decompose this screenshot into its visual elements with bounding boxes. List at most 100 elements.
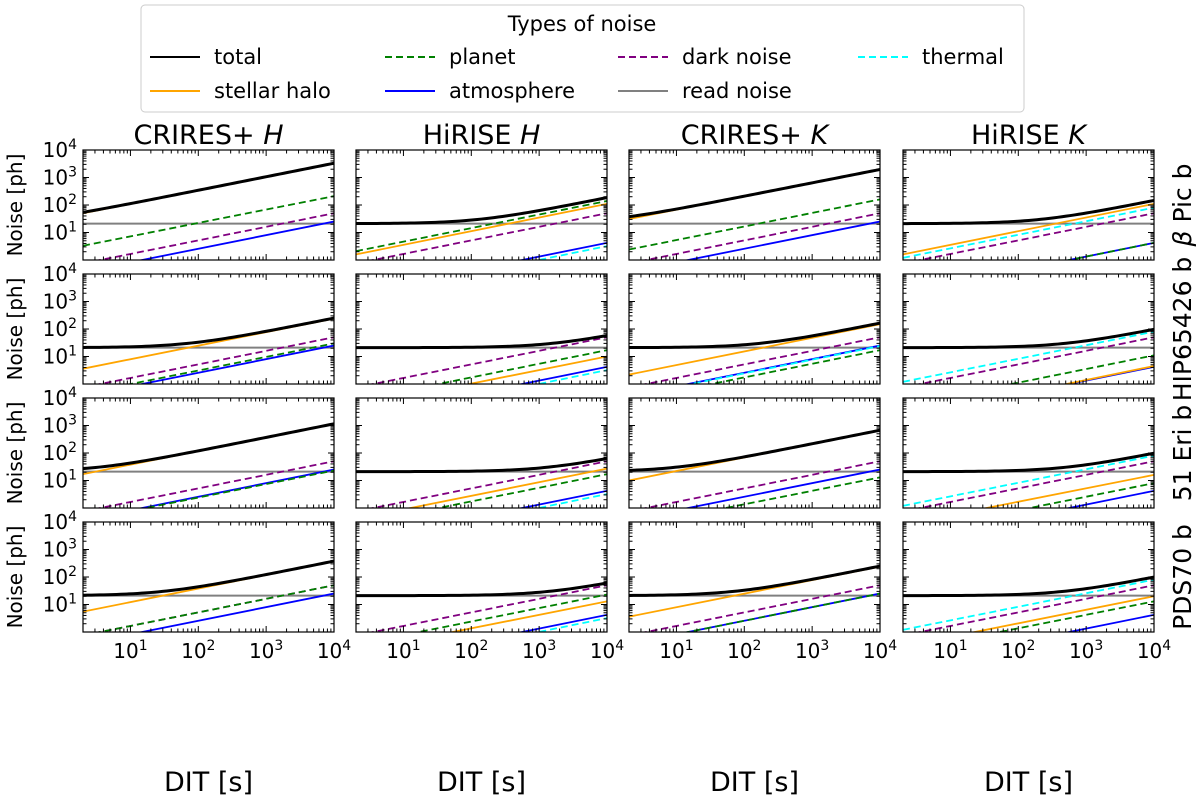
series-planet (356, 200, 607, 253)
series-planet (629, 198, 880, 251)
tick-base: 10 (43, 166, 68, 190)
row-title-label: Pic b (1168, 164, 1197, 231)
series-atmosphere (517, 365, 607, 384)
panel-r2-c4 (902, 273, 1155, 385)
panel-series (903, 327, 1154, 384)
y-tick-label: 104 (43, 137, 77, 162)
panel-background (356, 274, 607, 384)
tick-base: 10 (43, 317, 68, 341)
tick-base: 10 (249, 639, 274, 663)
x-axis-label: DIT [s] (437, 767, 526, 798)
series-dark (641, 212, 880, 260)
legend-label-thermal: thermal (922, 45, 1004, 69)
x-tick-label: 104 (1137, 638, 1171, 663)
tick-exponent: 3 (820, 638, 829, 654)
tick-exponent: 1 (139, 638, 148, 654)
series-atmosphere (517, 489, 607, 508)
panel-frame (628, 149, 881, 261)
series-planet (721, 476, 880, 508)
series-thermal (534, 617, 607, 632)
x-tick-label: 102 (454, 638, 488, 663)
tick-base: 10 (454, 639, 479, 663)
row-title-4: PDS70 b (1168, 524, 1197, 630)
tick-exponent: 4 (68, 385, 77, 401)
x-axis-label: DIT [s] (984, 767, 1073, 798)
y-tick-label: 103 (43, 537, 77, 562)
series-planet (141, 469, 334, 508)
tick-base: 10 (317, 639, 342, 663)
panel-frame (82, 521, 335, 633)
y-tick-label: 103 (43, 289, 77, 314)
tick-base: 10 (1137, 639, 1162, 663)
panel-series (83, 161, 334, 260)
tick-base: 10 (386, 639, 411, 663)
panel-r3-c2 (355, 397, 608, 509)
tick-base: 10 (659, 639, 684, 663)
legend: Types of noise total stellar halo planet at… (140, 4, 1025, 113)
series-total (629, 321, 880, 350)
column-title-4: HiRISE K (971, 120, 1088, 151)
panel-background (629, 398, 880, 508)
legend-frame (140, 4, 1025, 113)
column-title-3: CRIRES+ K (681, 120, 831, 151)
row-title-1: β Pic b (1168, 164, 1197, 248)
series-dark (641, 584, 880, 632)
legend-label-read: read noise (682, 79, 792, 103)
series-dark (95, 336, 334, 384)
panel-background (629, 522, 880, 632)
tick-exponent: 2 (68, 440, 77, 456)
series-planet (1064, 241, 1154, 260)
series-planet (95, 584, 334, 632)
tick-exponent: 2 (68, 316, 77, 332)
series-total (629, 428, 880, 472)
panel-frame (355, 273, 608, 385)
series-atmosphere (1064, 613, 1154, 632)
axis-labels: CRIRES+ H HiRISE H CRIRES+ K HiRISE Kβ Pic … (3, 120, 1197, 798)
panel-r4-c4: 101 102 103 104 (902, 521, 1171, 663)
panel-background (903, 150, 1154, 260)
series-dark (95, 460, 334, 508)
y-tick-label: 102 (43, 440, 77, 465)
panel-series (83, 316, 334, 384)
panel-frame (355, 149, 608, 261)
series-thermal (534, 493, 607, 508)
series-planet (83, 195, 334, 247)
series-planet (706, 349, 880, 384)
tick-base: 10 (522, 639, 547, 663)
row-title-label: 51 Eri b (1168, 405, 1197, 502)
tick-exponent: 4 (68, 261, 77, 277)
y-tick-label: 102 (43, 564, 77, 589)
tick-base: 10 (1001, 639, 1026, 663)
column-title-band: H (520, 120, 540, 151)
y-tick-label: 103 (43, 165, 77, 190)
series-planet (1007, 354, 1154, 384)
panel-series (903, 198, 1154, 260)
tick-exponent: 1 (68, 220, 77, 236)
column-title-2: HiRISE H (423, 120, 541, 151)
panel-series (629, 168, 880, 260)
tick-exponent: 2 (1027, 638, 1036, 654)
panel-frame (82, 397, 335, 509)
tick-exponent: 1 (959, 638, 968, 654)
tick-base: 10 (43, 138, 68, 162)
tick-exponent: 2 (68, 564, 77, 580)
series-dark (368, 584, 607, 632)
tick-base: 10 (43, 565, 68, 589)
panel-r4-c3: 101 102 103 104 (628, 521, 897, 663)
x-tick-label: 102 (1001, 638, 1035, 663)
tick-base: 10 (1069, 639, 1094, 663)
tick-base: 10 (43, 262, 68, 286)
series-total (356, 581, 607, 598)
series-thermal (534, 245, 607, 260)
series-total (83, 161, 334, 214)
y-tick-label: 102 (43, 192, 77, 217)
series-thermal (686, 345, 880, 384)
legend-label-planet: planet (449, 45, 516, 69)
tick-exponent: 4 (888, 638, 897, 654)
series-thermal (534, 369, 607, 384)
series-total (629, 564, 880, 597)
tick-base: 10 (181, 639, 206, 663)
panel-r1-c2 (355, 149, 608, 261)
